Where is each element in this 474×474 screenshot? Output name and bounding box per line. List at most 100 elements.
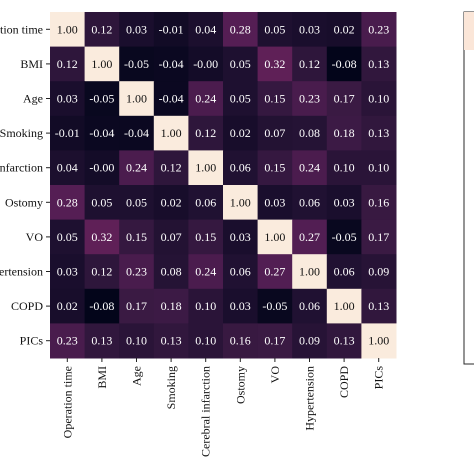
heatmap-cell: [361, 288, 397, 324]
heatmap-cell: [223, 288, 259, 324]
cell-value-label: 0.12: [57, 57, 78, 71]
cell-value-label: 0.23: [126, 265, 147, 279]
cell-value-label: 0.10: [368, 92, 389, 106]
heatmap-cell: [50, 185, 86, 221]
cell-value-label: -0.00: [89, 161, 114, 175]
heatmap-cell: [223, 219, 259, 255]
cell-value-label: 0.09: [368, 265, 389, 279]
heatmap-cell: [153, 254, 189, 290]
cell-value-label: 0.03: [264, 195, 285, 209]
cell-value-label: 0.23: [57, 334, 78, 348]
heatmap-cell: [223, 81, 259, 117]
cell-value-label: 0.02: [57, 299, 78, 313]
x-tick-label: Cerebral infarction: [199, 366, 213, 457]
cell-value-label: 0.02: [230, 126, 251, 140]
heatmap-cell: [50, 46, 86, 82]
cell-value-label: 0.16: [368, 195, 389, 209]
heatmap-cell: [84, 81, 120, 117]
heatmap-cell: [119, 81, 155, 117]
y-tick-label: Operation time: [0, 22, 43, 36]
heatmap-cell: [257, 219, 293, 255]
heatmap-cell: [292, 46, 328, 82]
cell-value-label: 0.10: [195, 334, 216, 348]
heatmap-cell: [361, 81, 397, 117]
heatmap-cell: [223, 46, 259, 82]
cell-value-label: -0.04: [159, 92, 184, 106]
x-tick-label: Ostomy: [233, 366, 247, 404]
cell-value-label: 0.10: [334, 161, 355, 175]
heatmap-cell: [292, 81, 328, 117]
cell-value-label: 0.18: [334, 126, 355, 140]
cell-value-label: 0.13: [368, 57, 389, 71]
cell-value-label: 0.03: [334, 195, 355, 209]
heatmap-cell: [223, 323, 259, 359]
x-tick-label: Operation time: [60, 366, 74, 438]
cell-value-label: 1.00: [299, 265, 320, 279]
heatmap-cell: [84, 150, 120, 186]
heatmap-cell: [292, 12, 328, 48]
cell-value-label: 0.24: [195, 265, 216, 279]
heatmap-cell: [50, 254, 86, 290]
heatmap-cell: [50, 219, 86, 255]
cell-value-label: -0.05: [262, 299, 287, 313]
cell-value-label: 0.12: [91, 22, 112, 36]
heatmap-cell: [188, 81, 224, 117]
heatmap-cell: [84, 46, 120, 82]
cell-value-label: 0.13: [334, 334, 355, 348]
heatmap-cell: [326, 115, 362, 151]
cell-value-label: 0.06: [334, 265, 355, 279]
heatmap-cell: [292, 219, 328, 255]
heatmap-cell: [50, 12, 86, 48]
y-tick-label: Ostomy: [5, 195, 43, 209]
cell-value-label: 0.06: [230, 265, 251, 279]
heatmap-cell: [361, 12, 397, 48]
heatmap-cell: [257, 323, 293, 359]
cell-value-label: 0.07: [264, 126, 285, 140]
heatmap-cell: [188, 46, 224, 82]
heatmap-cell: [188, 219, 224, 255]
heatmap-cell: [292, 323, 328, 359]
heatmap-cell: [326, 323, 362, 359]
cell-value-label: -0.05: [89, 92, 114, 106]
heatmap-cell: [50, 115, 86, 151]
heatmap-cell: [84, 219, 120, 255]
cell-value-label: 0.10: [195, 299, 216, 313]
heatmap-cell: [326, 219, 362, 255]
heatmap-cell: [223, 185, 259, 221]
heatmap-cell: [188, 150, 224, 186]
cell-value-label: 0.06: [299, 195, 320, 209]
cell-value-label: 0.17: [334, 92, 355, 106]
cell-value-label: 0.12: [161, 161, 182, 175]
cell-value-label: -0.05: [124, 57, 149, 71]
x-tick-label: Smoking: [164, 366, 178, 409]
y-tick-labels: Operation time BMI Age Smoking Cerebral infa…: [0, 22, 50, 348]
heatmap-cell: [50, 288, 86, 324]
heatmap-cell: [119, 185, 155, 221]
heatmap-cell: [50, 150, 86, 186]
heatmap-cell: [361, 150, 397, 186]
cell-value-label: 0.02: [161, 195, 182, 209]
heatmap-cell: [119, 46, 155, 82]
heatmap-cell: [257, 12, 293, 48]
cell-value-label: -0.01: [159, 22, 184, 36]
cell-value-label: 0.05: [230, 92, 251, 106]
x-tick-label: PICs: [372, 366, 386, 390]
cell-value-label: 0.12: [195, 126, 216, 140]
heatmap-cell: [188, 185, 224, 221]
heatmap-cell: [119, 288, 155, 324]
cell-value-label: 0.03: [230, 230, 251, 244]
heatmap-cell: [153, 46, 189, 82]
cell-value-label: 0.02: [334, 22, 355, 36]
cell-value-label: -0.04: [124, 126, 149, 140]
cell-value-label: 0.23: [368, 22, 389, 36]
heatmap-cell: [84, 254, 120, 290]
heatmap-cell: [223, 254, 259, 290]
cell-value-label: 1.00: [91, 57, 112, 71]
cell-value-label: 0.32: [264, 57, 285, 71]
cell-value-label: 1.00: [161, 126, 182, 140]
cell-value-label: 0.06: [230, 161, 251, 175]
heatmap-cell: [292, 288, 328, 324]
x-tick-label: BMI: [95, 366, 109, 389]
cell-value-label: 0.08: [299, 126, 320, 140]
